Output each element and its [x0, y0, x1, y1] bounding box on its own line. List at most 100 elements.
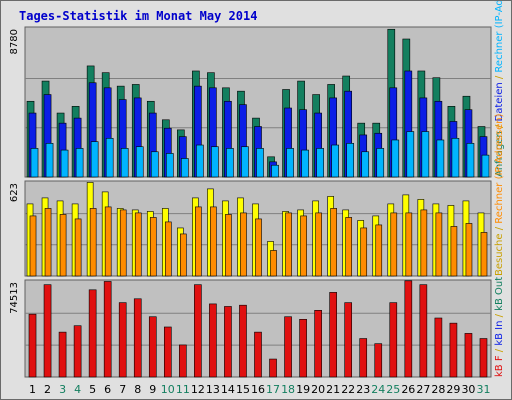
- bar-visits-rechner-ip-adressen--8: [134, 212, 142, 277]
- bar-hits-rechner-ip-adressen--20: [316, 148, 324, 178]
- side-legend-part-visits-0: Besuche: [494, 233, 505, 276]
- side-legend-part-hits-1: /: [494, 121, 505, 131]
- bar-hits-rechner-ip-adressen--18: [286, 148, 294, 178]
- bar-kbytes-kb-f-22: [344, 302, 353, 378]
- x-tick-label-25: 25: [386, 383, 400, 396]
- bar-hits-rechner-ip-adressen--4: [75, 148, 84, 178]
- bar-visits-rechner-ip-adressen--10: [164, 221, 172, 277]
- bar-kbytes-kb-f-25: [389, 302, 398, 378]
- x-tick-label-8: 8: [134, 383, 141, 396]
- x-tick-label-29: 29: [446, 383, 460, 396]
- x-tick-label-2: 2: [44, 383, 51, 396]
- bar-kbytes-kb-f-12: [194, 284, 202, 378]
- bar-kbytes-kb-f-4: [73, 325, 82, 378]
- bar-hits-rechner-ip-adressen--15: [241, 146, 249, 178]
- bar-hits-rechner-ip-adressen--14: [226, 148, 234, 178]
- x-tick-label-5: 5: [89, 383, 96, 396]
- bar-hits-rechner-ip-adressen--7: [120, 148, 129, 178]
- x-tick-label-18: 18: [281, 383, 295, 396]
- x-tick-label-26: 26: [401, 383, 415, 396]
- bar-hits-rechner-ip-adressen--16: [256, 148, 264, 178]
- x-tick-label-13: 13: [206, 383, 220, 396]
- bar-kbytes-kb-f-16: [254, 331, 262, 378]
- bar-hits-rechner-ip-adressen--9: [150, 151, 159, 178]
- x-tick-label-6: 6: [104, 383, 111, 396]
- bar-kbytes-kb-f-21: [329, 292, 337, 378]
- bar-kbytes-kb-f-9: [148, 316, 157, 378]
- side-legend-part-hits-0: Anfragen: [494, 131, 505, 177]
- bar-kbytes-kb-f-8: [133, 298, 142, 378]
- bar-visits-rechner-ip-adressen--15: [240, 212, 247, 277]
- bar-hits-rechner-ip-adressen--8: [135, 146, 144, 178]
- bar-kbytes-kb-f-20: [314, 310, 322, 378]
- bar-kbytes-kb-f-14: [224, 306, 232, 378]
- bar-visits-rechner-ip-adressen--12: [195, 206, 202, 277]
- bar-visits-rechner-ip-adressen--17: [270, 250, 277, 277]
- side-legend-part-hits-3: /: [494, 73, 505, 83]
- x-tick-label-14: 14: [221, 383, 235, 396]
- bar-hits-rechner-ip-adressen--12: [196, 144, 204, 178]
- x-tick-label-3: 3: [59, 383, 66, 396]
- x-tick-label-23: 23: [356, 383, 370, 396]
- x-tick-label-19: 19: [296, 383, 310, 396]
- bar-kbytes-kb-f-2: [43, 284, 52, 378]
- bar-kbytes-kb-f-11: [179, 344, 187, 378]
- x-tick-label-1: 1: [29, 383, 36, 396]
- x-tick-label-4: 4: [74, 383, 81, 396]
- bar-kbytes-kb-f-6: [103, 281, 112, 378]
- x-tick-label-27: 27: [416, 383, 430, 396]
- x-tick-label-17: 17: [266, 383, 280, 396]
- bar-kbytes-kb-f-27: [419, 284, 428, 378]
- bar-visits-rechner-ip-adressen--16: [255, 218, 262, 277]
- bar-hits-rechner-ip-adressen--27: [421, 131, 430, 178]
- side-legend-part-kbytes-4: kB Out: [494, 277, 505, 311]
- side-legend-kbytes: kB F / kB In / kB Out: [494, 277, 505, 377]
- x-tick-label-12: 12: [191, 383, 205, 396]
- x-tick-label-9: 9: [149, 383, 156, 396]
- bar-visits-rechner-ip-adressen--31: [480, 232, 488, 277]
- side-legend-part-hits-2: Dateien: [494, 82, 505, 121]
- bar-visits-rechner-ip-adressen--26: [405, 212, 413, 277]
- bar-visits-rechner-ip-adressen--25: [390, 212, 398, 277]
- bar-visits-rechner-ip-adressen--22: [345, 217, 353, 277]
- bar-kbytes-kb-f-13: [209, 303, 217, 378]
- bar-hits-rechner-ip-adressen--17: [271, 164, 279, 178]
- bar-hits-rechner-ip-adressen--2: [45, 143, 54, 178]
- bar-kbytes-kb-f-7: [118, 302, 127, 378]
- bar-hits-rechner-ip-adressen--25: [391, 139, 400, 178]
- bar-hits-rechner-ip-adressen--29: [451, 137, 460, 178]
- bar-hits-rechner-ip-adressen--26: [406, 131, 415, 178]
- bar-hits-rechner-ip-adressen--1: [30, 148, 39, 178]
- bar-hits-rechner-ip-adressen--22: [346, 143, 355, 178]
- bar-visits-rechner-ip-adressen--27: [420, 209, 428, 277]
- bar-visits-rechner-ip-adressen--5: [89, 208, 97, 277]
- bar-hits-rechner-ip-adressen--28: [436, 139, 445, 178]
- bar-visits-rechner-ip-adressen--7: [119, 209, 127, 277]
- side-legend-part-kbytes-0: kB F: [494, 355, 505, 377]
- bar-kbytes-kb-f-15: [239, 304, 247, 378]
- bar-hits-rechner-ip-adressen--19: [301, 149, 309, 178]
- side-legend-visits: Besuche / Rechner (IP-Adressen): [494, 113, 505, 276]
- y-max-label-kbytes: 74513: [9, 282, 20, 314]
- bar-hits-rechner-ip-adressen--24: [376, 148, 385, 178]
- bar-hits-rechner-ip-adressen--3: [60, 149, 69, 178]
- x-tick-label-30: 30: [461, 383, 475, 396]
- bar-hits-rechner-ip-adressen--11: [181, 158, 189, 178]
- x-tick-label-11: 11: [176, 383, 190, 396]
- x-tick-label-7: 7: [119, 383, 126, 396]
- x-tick-label-24: 24: [371, 383, 385, 396]
- bar-hits-rechner-ip-adressen--21: [331, 144, 339, 178]
- bar-visits-rechner-ip-adressen--3: [59, 214, 67, 277]
- bar-hits-rechner-ip-adressen--31: [481, 154, 490, 178]
- x-tick-label-28: 28: [431, 383, 445, 396]
- bar-visits-rechner-ip-adressen--4: [74, 218, 82, 277]
- side-legend-part-visits-1: /: [494, 224, 505, 234]
- x-tick-label-20: 20: [311, 383, 325, 396]
- bar-hits-rechner-ip-adressen--5: [90, 141, 99, 178]
- bar-kbytes-kb-f-1: [28, 313, 37, 378]
- bar-visits-rechner-ip-adressen--30: [465, 223, 473, 277]
- bar-visits-rechner-ip-adressen--18: [285, 212, 292, 277]
- x-tick-label-22: 22: [341, 383, 355, 396]
- bar-kbytes-kb-f-5: [88, 289, 97, 378]
- bar-hits-rechner-ip-adressen--6: [105, 137, 114, 178]
